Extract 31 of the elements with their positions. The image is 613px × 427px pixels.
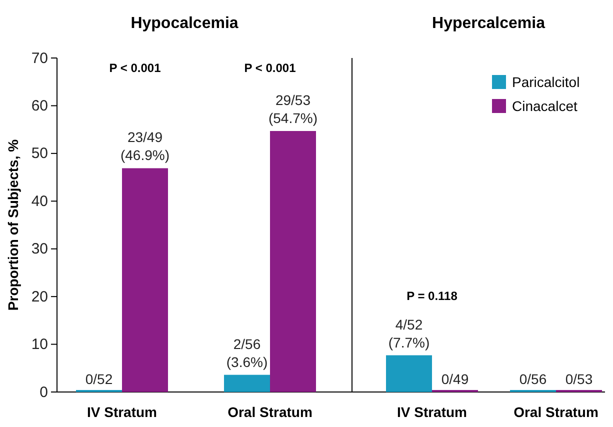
y-tick-label: 50 <box>31 145 48 162</box>
data-label: 23/49 (46.9%) <box>120 129 170 164</box>
data-label: 0/52 <box>85 371 113 387</box>
y-tick-label: 0 <box>40 384 48 401</box>
chart-title: Hypercalcemia <box>432 15 546 32</box>
y-tick-label: 20 <box>31 288 48 306</box>
data-label: 2/56 (3.6%) <box>226 336 268 370</box>
y-tick-label: 40 <box>31 192 48 210</box>
data-label: 29/53 (54.7%) <box>268 92 318 126</box>
x-tick-label: IV Stratum <box>396 404 468 420</box>
data-label: 0/56 <box>519 371 547 387</box>
annotation: P = 0.118 <box>406 289 458 303</box>
annotation: P < 0.001 <box>244 61 296 75</box>
y-tick-label: 30 <box>31 240 48 258</box>
y-axis-title: Proportion of Subjects, % <box>5 138 21 311</box>
x-tick-label: IV Stratum <box>86 404 158 420</box>
x-tick-label: Oral Stratum <box>228 404 312 420</box>
x-tick-label: Oral Stratum <box>514 404 598 420</box>
legend-label: Cinacalcet <box>512 98 578 114</box>
bar <box>224 374 270 392</box>
chart-title: Hypocalcemia <box>130 15 238 32</box>
bar <box>270 131 316 392</box>
data-label: 4/52 (7.7%) <box>388 316 430 350</box>
y-tick-label: 60 <box>31 98 48 115</box>
data-label: 0/53 <box>565 371 593 387</box>
data-label: 0/49 <box>441 371 469 387</box>
y-tick-label: 10 <box>31 336 48 354</box>
bar <box>122 168 168 392</box>
legend-label: Paricalcitol <box>512 74 580 90</box>
annotation: P < 0.001 <box>109 61 162 75</box>
y-tick-label: 70 <box>31 50 48 67</box>
